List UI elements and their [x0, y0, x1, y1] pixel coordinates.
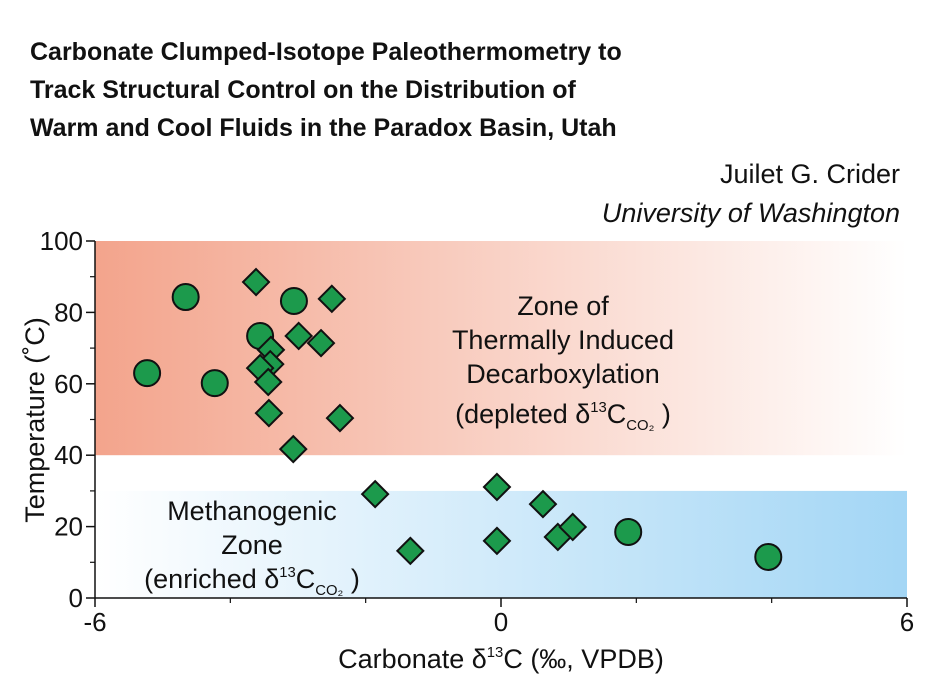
point: [278, 434, 308, 464]
y-tick-label: 80: [54, 297, 83, 327]
text-part: Decarboxylation: [466, 359, 660, 389]
x-tick-label: -6: [83, 607, 106, 637]
chart-title: Carbonate Clumped-Isotope Paleothermomet…: [30, 38, 622, 66]
text-part: ): [343, 564, 360, 594]
point: [614, 517, 643, 546]
point: [133, 359, 162, 388]
text-part: (depleted δ: [455, 399, 590, 429]
point: [395, 536, 425, 566]
y-tick-label: 20: [54, 512, 83, 542]
point: [279, 286, 308, 315]
chart-title: Warm and Cool Fluids in the Paradox Basi…: [30, 114, 617, 142]
point: [558, 512, 588, 542]
author: Juilet G. Crider: [720, 159, 900, 189]
point: [241, 267, 271, 297]
y-tick-label: 100: [40, 226, 83, 256]
text-part: Thermally Induced: [452, 325, 674, 355]
zone-label: (depleted δ13CCO₂ ): [455, 399, 671, 434]
point: [254, 398, 284, 428]
text-part: C (‰, VPDB): [503, 644, 664, 674]
x-tick-label: 6: [900, 607, 914, 637]
y-axis-label: Temperature (˚C): [20, 317, 50, 523]
point: [317, 284, 347, 314]
script-text: 13: [487, 645, 504, 661]
point: [253, 367, 283, 397]
text-part: Carbonate δ: [338, 644, 487, 674]
text-part: Zone: [221, 530, 283, 560]
point: [284, 321, 314, 351]
point: [482, 472, 512, 502]
x-tick-label: 0: [494, 607, 508, 637]
point: [306, 328, 336, 358]
point: [528, 489, 558, 519]
y-tick-label: 0: [69, 583, 83, 613]
zone-label: Methanogenic: [167, 496, 337, 526]
point: [482, 526, 512, 556]
script-text: CO₂: [626, 418, 654, 434]
zone-label: Thermally Induced: [452, 325, 674, 355]
point: [360, 479, 390, 509]
zone-label: (enriched δ13CCO₂ ): [144, 564, 360, 599]
point: [754, 542, 783, 571]
text-part: Zone of: [517, 291, 609, 321]
point: [200, 369, 229, 398]
zone-label: Decarboxylation: [466, 359, 660, 389]
script-text: CO₂: [315, 583, 343, 599]
text-part: C: [296, 564, 316, 594]
point: [325, 403, 355, 433]
chart-title: Track Structural Control on the Distribu…: [30, 76, 577, 104]
script-text: 13: [590, 400, 607, 416]
zone-band: [95, 241, 907, 456]
x-axis-label: Carbonate δ13C (‰, VPDB): [338, 644, 664, 674]
y-tick-label: 40: [54, 440, 83, 470]
text-part: (enriched δ: [144, 564, 279, 594]
text-part: Methanogenic: [167, 496, 337, 526]
affiliation: University of Washington: [602, 198, 900, 228]
script-text: 13: [279, 565, 296, 581]
text-part: C: [607, 399, 627, 429]
point: [171, 283, 200, 312]
zone-label: Zone of: [517, 291, 609, 321]
zone-label: Zone: [221, 530, 283, 560]
y-tick-label: 60: [54, 369, 83, 399]
text-part: ): [654, 399, 671, 429]
